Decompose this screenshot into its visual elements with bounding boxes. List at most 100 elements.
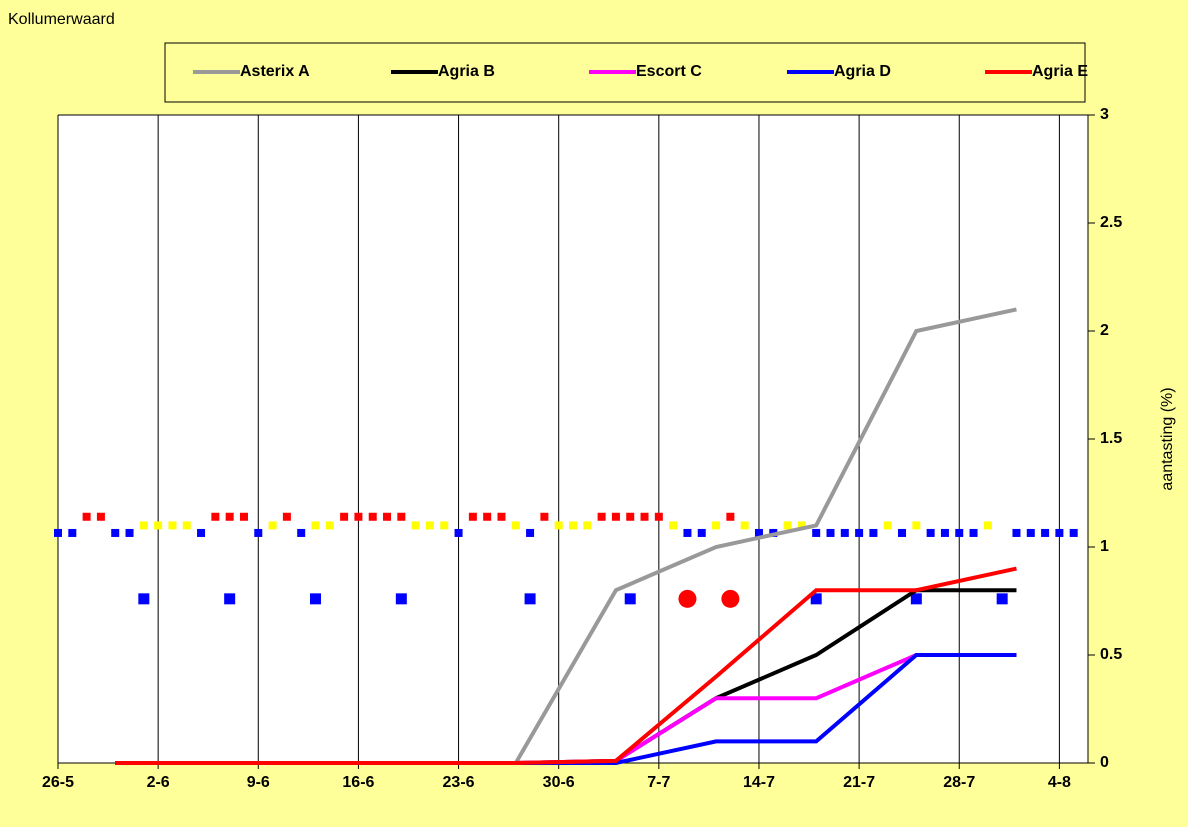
marker xyxy=(683,528,692,537)
marker xyxy=(754,528,763,537)
marker xyxy=(440,521,449,530)
marker xyxy=(182,521,191,530)
marker xyxy=(526,528,535,537)
marker xyxy=(224,593,236,605)
marker xyxy=(138,593,150,605)
marker xyxy=(268,521,277,530)
marker xyxy=(397,512,406,521)
marker xyxy=(1041,528,1050,537)
marker xyxy=(425,521,434,530)
marker xyxy=(411,521,420,530)
marker xyxy=(583,521,592,530)
marker xyxy=(111,528,120,537)
y-tick-label: 3 xyxy=(1100,106,1109,123)
marker xyxy=(697,528,706,537)
marker xyxy=(197,528,206,537)
marker xyxy=(611,512,620,521)
marker xyxy=(125,528,134,537)
marker xyxy=(855,528,864,537)
legend-label: Agria D xyxy=(834,63,891,80)
x-tick-label: 23-6 xyxy=(443,774,475,791)
marker xyxy=(340,512,349,521)
marker xyxy=(511,521,520,530)
marker xyxy=(810,593,822,605)
legend-label: Agria E xyxy=(1032,63,1088,80)
marker xyxy=(395,593,407,605)
marker xyxy=(282,512,291,521)
series-line xyxy=(115,566,1017,765)
x-tick-label: 2-6 xyxy=(147,774,170,791)
marker xyxy=(898,528,907,537)
marker xyxy=(969,528,978,537)
y-tick-label: 1.5 xyxy=(1100,430,1122,447)
marker xyxy=(139,521,148,530)
x-tick-label: 4-8 xyxy=(1048,774,1071,791)
marker xyxy=(840,528,849,537)
legend-box xyxy=(164,42,1086,103)
marker xyxy=(797,521,806,530)
legend-label: Agria B xyxy=(438,63,495,80)
x-tick-label: 26-5 xyxy=(42,774,74,791)
marker xyxy=(325,521,334,530)
legend-label: Escort C xyxy=(636,63,702,80)
marker xyxy=(297,528,306,537)
marker xyxy=(554,521,563,530)
marker xyxy=(310,593,321,605)
marker xyxy=(1012,528,1021,537)
y-axis-title: aantasting (%) xyxy=(1159,387,1176,490)
marker xyxy=(454,528,463,537)
y-tick-label: 1 xyxy=(1100,538,1109,555)
y-tick-label: 0.5 xyxy=(1100,646,1122,663)
marker xyxy=(883,521,892,530)
legend-label: Asterix A xyxy=(240,63,310,80)
x-tick-label: 9-6 xyxy=(247,774,270,791)
marker xyxy=(940,528,949,537)
marker xyxy=(168,521,177,530)
y-tick-label: 0 xyxy=(1100,754,1109,771)
marker xyxy=(483,512,492,521)
marker xyxy=(669,521,678,530)
marker xyxy=(640,512,649,521)
marker xyxy=(82,512,91,521)
marker xyxy=(354,512,363,521)
x-tick-label: 16-6 xyxy=(342,774,374,791)
y-tick-label: 2.5 xyxy=(1100,214,1122,231)
marker xyxy=(783,521,792,530)
x-tick-label: 28-7 xyxy=(943,774,975,791)
y-tick-label: 2 xyxy=(1100,322,1109,339)
marker xyxy=(1055,528,1064,537)
x-tick-label: 21-7 xyxy=(843,774,875,791)
marker xyxy=(983,521,992,530)
marker xyxy=(254,528,263,537)
marker xyxy=(54,528,62,537)
marker xyxy=(712,521,721,530)
marker xyxy=(383,512,392,521)
marker xyxy=(910,593,922,605)
marker xyxy=(68,528,77,537)
marker xyxy=(540,512,549,521)
marker xyxy=(721,589,740,608)
x-tick-label: 7-7 xyxy=(647,774,670,791)
marker xyxy=(869,528,878,537)
marker xyxy=(996,593,1008,605)
marker xyxy=(311,521,320,530)
chart-title: Kollumerwaard xyxy=(8,11,115,28)
x-tick-label: 30-6 xyxy=(543,774,575,791)
x-tick-label: 14-7 xyxy=(743,774,775,791)
marker xyxy=(225,512,234,521)
marker xyxy=(726,512,735,521)
marker xyxy=(497,512,506,521)
marker xyxy=(678,589,697,608)
marker xyxy=(624,593,636,605)
marker xyxy=(211,512,220,521)
marker xyxy=(239,512,248,521)
marker xyxy=(597,512,606,521)
marker xyxy=(654,512,663,521)
marker xyxy=(569,521,577,530)
marker xyxy=(826,528,835,537)
marker xyxy=(926,528,935,537)
marker xyxy=(812,528,821,537)
marker xyxy=(468,512,477,521)
marker xyxy=(96,512,105,521)
